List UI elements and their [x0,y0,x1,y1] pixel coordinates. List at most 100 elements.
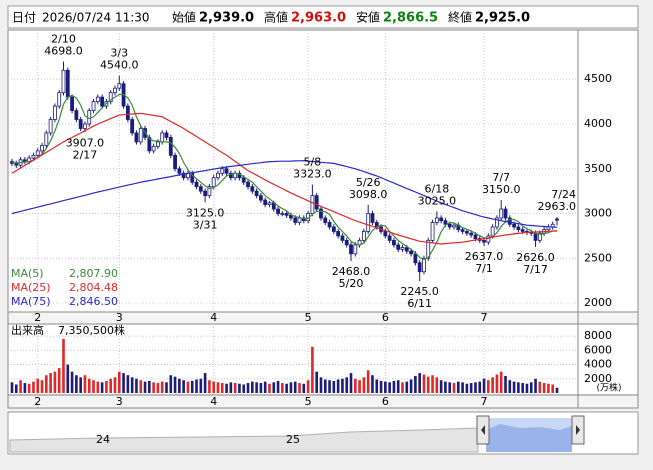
volume-bar [45,375,48,393]
candle-body [203,190,208,197]
annotation-price: 4540.0 [100,59,139,72]
candle-body [100,96,105,107]
volume-bar [504,375,507,393]
candle-body [263,199,268,205]
volume-bar [306,380,310,393]
volume-bar [469,383,473,393]
annotation-price: 3907.0 [66,136,105,149]
annotation-date: 5/8 [304,156,322,169]
volume-bar [143,381,147,393]
volume-bar [272,382,276,393]
x-tick-label: 4 [210,395,217,408]
candle-body [224,168,229,174]
annotation-date: 3/31 [193,218,218,231]
candle-body [409,250,413,255]
volume-bar [165,382,168,393]
volume-bar [49,373,52,393]
low-label: 安値 [356,10,380,25]
legend-value: 2,846.50 [69,295,118,308]
volume-bar [178,378,181,393]
candle-body [344,239,349,246]
volume-bar [242,384,246,393]
candle-body [430,222,435,241]
annotation-date: 2/10 [51,33,76,46]
volume-bar [289,382,293,393]
candle-body [314,195,319,210]
candle-body [533,232,538,241]
close-label: 終値 [448,10,472,25]
volume-bar [538,381,542,393]
date-label: 日付 [12,11,36,25]
candle-body [198,186,203,192]
open-value: 2,939.0 [199,11,254,26]
annotation-date: 5/20 [339,277,364,290]
volume-bar [229,382,233,393]
candle-body [241,177,246,183]
volume-bar [414,375,417,393]
navigator-window-area [486,424,572,452]
volume-bar [220,383,224,393]
candle-body [370,213,375,223]
candle-body [160,132,165,143]
candle-body [14,162,19,166]
volume-bar [23,383,27,393]
volume-unit: (万株) [596,382,621,394]
volume-bar [478,381,482,393]
volume-bar [323,379,327,393]
volume-bar [135,378,138,393]
candle-body [78,119,83,129]
x-tick-label: 7 [481,395,488,408]
legend-name: MA(75) [11,295,51,308]
candle-body [276,208,280,214]
candle-body [95,96,100,103]
volume-bar [293,381,297,393]
volume-bar [182,380,185,393]
volume-tick-label: 6000 [584,343,612,356]
candle-body [340,235,345,241]
candle-body [35,150,40,156]
candle-body [349,244,353,255]
candle-body [331,226,336,232]
volume-bar [246,383,250,393]
volume-bar [431,375,434,393]
volume-bar [409,379,413,393]
x-tick-label: 4 [210,311,217,324]
volume-bar [332,380,336,393]
volume-bar [148,380,151,393]
volume-bar [418,373,421,393]
volume-bar [96,381,100,393]
candle-body [151,145,156,152]
volume-bar [396,380,400,393]
candle-body [108,92,113,103]
candle-body [194,181,199,188]
volume-bar [336,379,340,393]
volume-bar [251,381,254,393]
x-tick-label: 2 [34,395,41,408]
volume-bar [92,380,95,393]
annotation-date: 5/26 [356,176,381,189]
volume-bar [358,380,361,393]
volume-bar [465,383,469,393]
volume-bar [117,371,121,393]
volume-bar [302,383,306,393]
candle-body [61,69,66,94]
candle-body [486,235,491,243]
candle-body [520,229,525,232]
candle-body [434,217,439,223]
volume-bar [315,371,318,393]
volume-bar [384,381,387,393]
candle-body [173,154,177,170]
candle-body [31,154,36,159]
candle-body [323,217,328,223]
volume-bar [388,382,391,393]
candle-body [503,208,508,219]
chart-frame [7,29,639,409]
x-tick-label: 5 [305,395,312,408]
volume-bar [448,382,452,393]
volume-bar [263,381,267,393]
volume-bar [53,371,57,393]
volume-bar [173,376,177,393]
candle-body [207,186,212,197]
candle-body [327,222,332,228]
volume-bar [152,382,155,393]
